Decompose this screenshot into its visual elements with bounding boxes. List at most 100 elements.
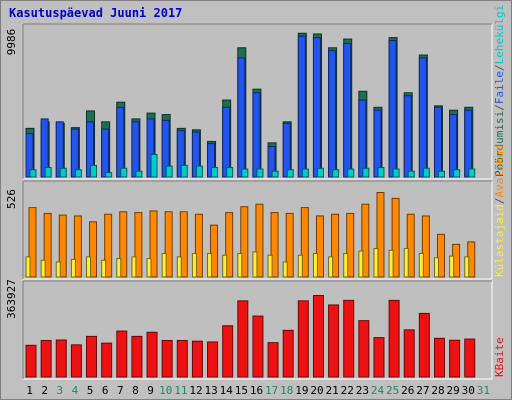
x-tick-label-day-5: 5 <box>87 384 94 397</box>
bar-bottom-kbaite-day-6 <box>101 342 113 378</box>
x-tick-label-day-7: 7 <box>117 384 124 397</box>
bar-top-leheklgi-day-15 <box>241 168 249 178</box>
x-tick-label-day-9: 9 <box>147 384 154 397</box>
x-tick-label-day-1: 1 <box>26 384 33 397</box>
bar-top-faile-day-24 <box>373 109 382 178</box>
bar-top-faile-day-7 <box>116 106 125 178</box>
bar-top-faile-day-8 <box>131 121 140 178</box>
bar-bottom-kbaite-day-24 <box>373 337 385 378</box>
legend-middle-item-2: Avalikud <box>493 145 506 198</box>
legend-bottom-item-0: KBaite <box>493 337 506 377</box>
bar-top-leheklgi-day-25 <box>392 168 400 178</box>
bar-middle-avalikud-day-4 <box>73 215 82 278</box>
bar-top-leheklgi-day-10 <box>165 165 173 178</box>
bar-top-faile-day-26 <box>403 95 412 178</box>
bar-bottom-kbaite-day-13 <box>207 341 219 378</box>
bar-top-leheklgi-day-24 <box>377 167 385 178</box>
bar-top-leheklgi-day-11 <box>180 164 188 178</box>
panel-middle-ymax-label: 526 <box>5 189 18 209</box>
bar-top-faile-day-6 <box>101 128 110 178</box>
bar-top-leheklgi-day-22 <box>347 168 355 178</box>
bar-middle-klastajaid-day-27 <box>418 253 424 278</box>
bar-top-leheklgi-day-6 <box>105 172 113 178</box>
bar-middle-klastajaid-day-5 <box>86 256 92 278</box>
x-tick-label-day-22: 22 <box>341 384 354 397</box>
bar-middle-klastajaid-day-11 <box>176 256 182 278</box>
bar-middle-klastajaid-day-8 <box>131 256 137 278</box>
bar-middle-avalikud-day-19 <box>300 207 309 278</box>
x-tick-label-day-18: 18 <box>280 384 293 397</box>
bar-top-leheklgi-day-17 <box>271 170 279 178</box>
bar-bottom-kbaite-day-18 <box>282 329 294 378</box>
bar-top-faile-day-14 <box>222 106 231 178</box>
bar-middle-avalikud-day-18 <box>285 212 294 278</box>
bar-middle-avalikud-day-7 <box>119 211 128 278</box>
bar-bottom-kbaite-day-10 <box>161 339 173 378</box>
x-tick-label-day-27: 27 <box>416 384 429 397</box>
bar-bottom-kbaite-day-16 <box>252 315 264 378</box>
bar-bottom-kbaite-day-27 <box>418 312 430 378</box>
bar-bottom-kbaite-day-11 <box>176 339 188 378</box>
x-tick-label-day-15: 15 <box>235 384 248 397</box>
bar-middle-avalikud-day-21 <box>331 213 340 278</box>
bar-top-faile-day-27 <box>418 57 427 178</box>
bar-middle-avalikud-day-5 <box>89 221 98 278</box>
panel-bottom-ymax-label: 363927 <box>5 279 18 319</box>
bar-middle-klastajaid-day-1 <box>25 256 31 278</box>
x-tick-label-day-21: 21 <box>326 384 339 397</box>
bar-middle-klastajaid-day-19 <box>297 254 303 278</box>
legend-top-item-4: Lehekülgi <box>493 5 506 65</box>
bar-middle-avalikud-day-11 <box>179 211 188 278</box>
bar-top-faile-day-29 <box>449 114 458 178</box>
bar-bottom-kbaite-day-29 <box>449 339 461 378</box>
chart-title: Kasutuspäevad Juuni 2017 <box>9 6 183 20</box>
bar-top-leheklgi-day-28 <box>437 170 445 178</box>
bar-middle-klastajaid-day-28 <box>433 257 439 278</box>
bar-top-leheklgi-day-23 <box>362 167 370 178</box>
x-tick-label-day-29: 29 <box>447 384 460 397</box>
bar-middle-avalikud-day-25 <box>391 197 400 278</box>
bar-middle-klastajaid-day-7 <box>116 258 122 278</box>
bar-middle-klastajaid-day-26 <box>403 248 409 278</box>
bar-bottom-kbaite-day-9 <box>146 331 158 378</box>
bar-bottom-kbaite-day-17 <box>267 342 279 378</box>
bar-top-leheklgi-day-21 <box>332 169 340 178</box>
x-tick-label-day-8: 8 <box>132 384 139 397</box>
legend-top-item-1: / <box>493 104 506 111</box>
x-tick-label-day-24: 24 <box>371 384 385 397</box>
legend-top-item-2: Faile <box>493 71 506 104</box>
bar-top-leheklgi-day-13 <box>211 167 219 178</box>
bar-middle-avalikud-day-17 <box>270 212 279 278</box>
bar-middle-avalikud-day-22 <box>346 212 355 278</box>
bar-middle-klastajaid-day-17 <box>267 254 273 278</box>
bar-top-leheklgi-day-19 <box>301 168 309 178</box>
bar-middle-klastajaid-day-2 <box>40 259 46 278</box>
bar-middle-klastajaid-day-9 <box>146 258 152 278</box>
bar-bottom-kbaite-day-5 <box>86 335 98 378</box>
bar-middle-klastajaid-day-13 <box>207 253 213 278</box>
bar-middle-avalikud-day-16 <box>255 203 264 278</box>
panel-top-ymax-label: 9986 <box>5 29 18 56</box>
bar-bottom-kbaite-day-8 <box>131 335 143 378</box>
bar-middle-klastajaid-day-22 <box>343 253 349 278</box>
bar-middle-klastajaid-day-15 <box>237 253 243 278</box>
bar-middle-avalikud-day-6 <box>104 213 113 278</box>
bar-middle-klastajaid-day-30 <box>464 256 470 278</box>
bar-bottom-kbaite-day-30 <box>464 338 476 378</box>
bar-top-leheklgi-day-16 <box>256 168 264 178</box>
bar-top-faile-day-21 <box>328 50 337 178</box>
legend-middle-item-1: / <box>493 198 506 205</box>
panel-bottom-legend: KBaite <box>493 337 506 377</box>
bar-top-faile-day-20 <box>312 37 321 178</box>
bar-middle-klastajaid-day-10 <box>161 253 167 278</box>
bar-top-leheklgi-day-5 <box>90 164 98 178</box>
bar-top-faile-day-28 <box>433 106 442 178</box>
bar-top-faile-day-16 <box>252 92 261 178</box>
legend-top-item-3: / <box>493 64 506 71</box>
bar-top-leheklgi-day-7 <box>120 167 128 178</box>
bar-top-leheklgi-day-30 <box>468 168 476 178</box>
x-tick-label-day-14: 14 <box>220 384 234 397</box>
bar-bottom-kbaite-day-19 <box>297 300 309 378</box>
bar-bottom-kbaite-day-4 <box>70 344 82 378</box>
